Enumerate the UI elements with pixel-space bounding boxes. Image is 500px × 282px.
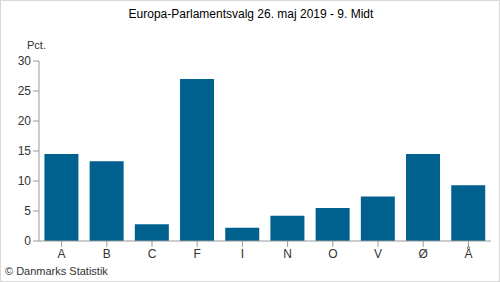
html-text:Pct.: Pct. — [27, 39, 46, 51]
svg-text:Å: Å — [464, 246, 472, 261]
svg-text:C: C — [148, 247, 157, 261]
svg-text:5: 5 — [24, 204, 31, 218]
svg-text:N: N — [283, 247, 292, 261]
svg-text:0: 0 — [24, 234, 31, 248]
svg-text:F: F — [194, 247, 201, 261]
svg-text:O: O — [328, 247, 337, 261]
html-text:Europa-Parlamentsvalg 26. maj: Europa-Parlamentsvalg 26. maj 2019 - 9. … — [128, 7, 374, 21]
svg-text:25: 25 — [18, 84, 32, 98]
svg-text:20: 20 — [18, 114, 32, 128]
svg-text:I: I — [241, 247, 244, 261]
svg-text:30: 30 — [18, 54, 32, 68]
svg-text:A: A — [58, 247, 66, 261]
svg-text:Ø: Ø — [419, 247, 428, 261]
svg-text:B: B — [103, 247, 111, 261]
svg-text:15: 15 — [18, 144, 32, 158]
svg-text:V: V — [374, 247, 382, 261]
svg-text:10: 10 — [18, 174, 32, 188]
html-text:© Danmarks Statistik: © Danmarks Statistik — [5, 265, 108, 277]
